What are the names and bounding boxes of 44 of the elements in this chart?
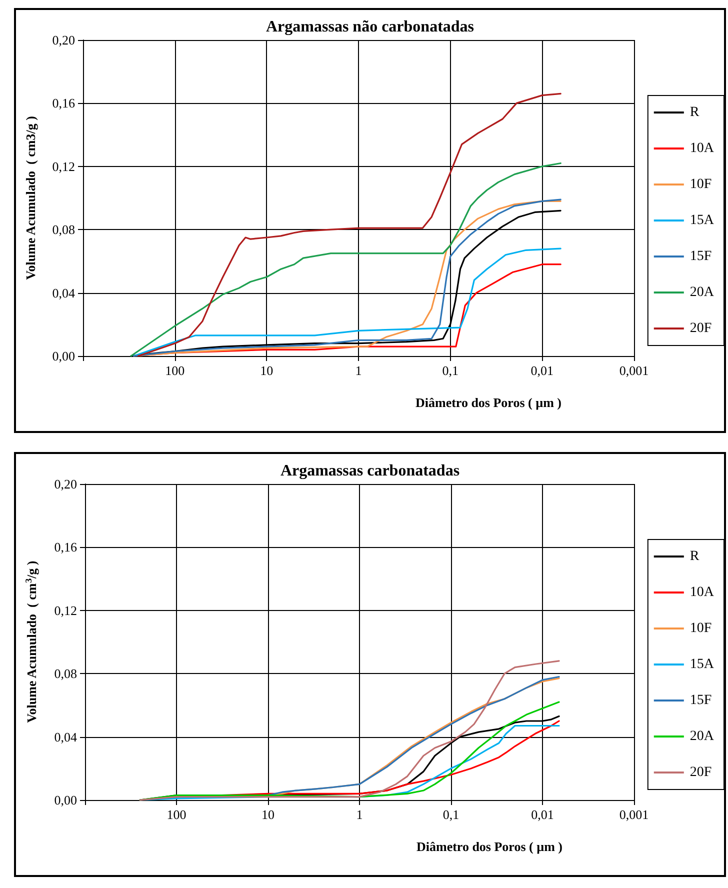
x-tick-label: 0,001 <box>619 807 649 822</box>
y-tick-label: 0,12 <box>52 158 75 174</box>
x-tick-label: 0,01 <box>531 807 554 822</box>
y-tick-label: 0,04 <box>52 285 76 300</box>
x-tick-label: 0,1 <box>442 363 458 378</box>
legend-label: 20A <box>690 285 715 300</box>
legend-label: 10A <box>690 585 715 600</box>
legend-label: 15A <box>690 657 715 672</box>
legend-label: R <box>690 105 700 120</box>
x-tick-label: 0,01 <box>530 363 554 378</box>
legend-label: 20A <box>690 729 715 744</box>
y-axis-title: Volume Acumulado ( cm3/g ) <box>24 560 39 723</box>
chart-title: Argamassas carbonatadas <box>280 462 460 480</box>
x-tick-label: 100 <box>165 363 185 378</box>
y-axis-title: Volume Acumulado ( cm3/g ) <box>23 116 38 280</box>
chart-title: Argamassas não carbonatadas <box>266 18 474 36</box>
y-tick-label: 0,12 <box>54 602 77 618</box>
x-tick-label: 10 <box>262 807 274 822</box>
x-tick-label: 0,1 <box>442 807 460 822</box>
x-axis-title: Diâmetro dos Poros ( µm ) <box>416 839 563 854</box>
y-tick-label: 0,00 <box>52 348 75 364</box>
x-axis-title: Diâmetro dos Poros ( µm ) <box>415 395 562 410</box>
legend-label: R <box>690 549 700 564</box>
legend-label: 10F <box>690 177 712 192</box>
x-tick-label: 1 <box>355 363 362 378</box>
y-tick-label: 0,20 <box>54 476 77 492</box>
x-tick-label: 100 <box>166 807 186 822</box>
x-tick-label: 10 <box>260 363 274 378</box>
y-tick-label: 0,20 <box>52 32 75 48</box>
y-tick-label: 0,00 <box>54 792 77 808</box>
legend-label: 10F <box>690 621 712 636</box>
legend-label: 15F <box>690 249 712 264</box>
legend-label: 20F <box>690 321 712 336</box>
legend-label: 15A <box>690 213 715 228</box>
y-tick-label: 0,08 <box>54 666 77 682</box>
y-tick-label: 0,16 <box>52 96 76 111</box>
legend-label: 10A <box>690 141 715 156</box>
x-tick-label: 1 <box>356 807 363 822</box>
y-tick-label: 0,04 <box>54 729 78 744</box>
x-tick-label: 0,001 <box>619 363 649 378</box>
y-tick-label: 0,16 <box>54 540 78 555</box>
legend-label: 15F <box>690 693 712 708</box>
y-tick-label: 0,08 <box>52 222 75 238</box>
legend-label: 20F <box>690 765 712 780</box>
